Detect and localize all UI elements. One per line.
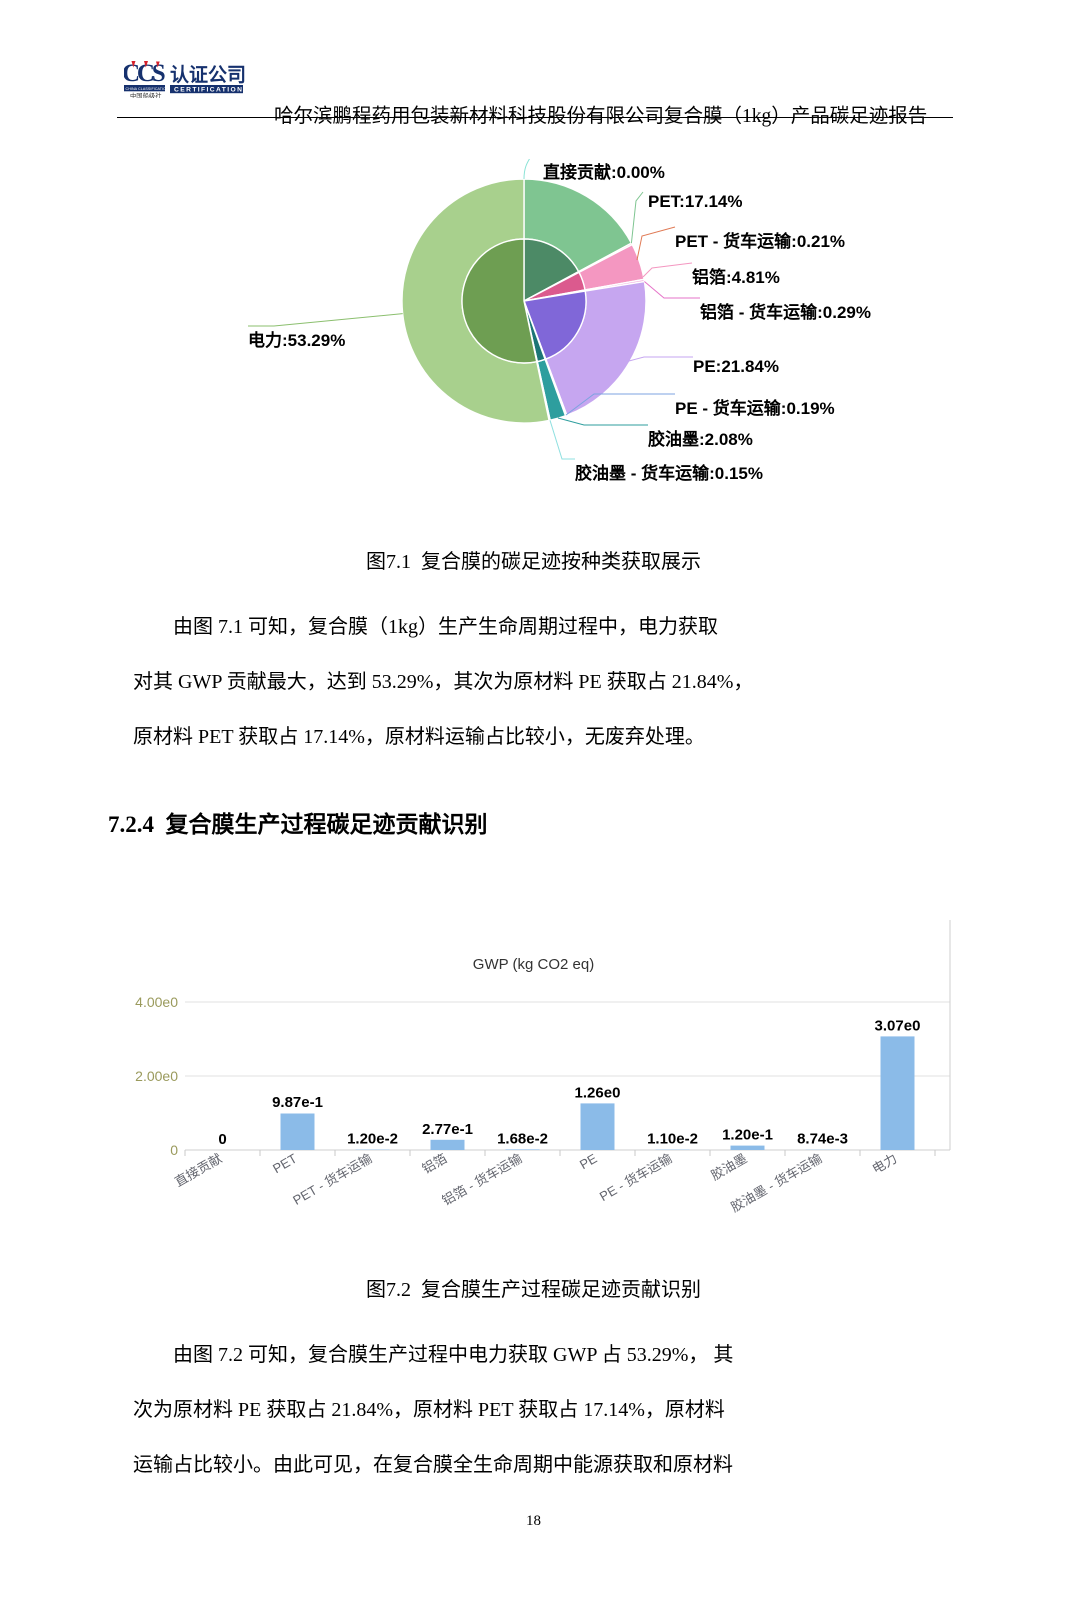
svg-text:认证公司: 认证公司 bbox=[170, 63, 246, 86]
svg-text:铝箔: 铝箔 bbox=[419, 1151, 449, 1177]
svg-text:0: 0 bbox=[170, 1142, 178, 1158]
svg-text:1.68e-2: 1.68e-2 bbox=[497, 1130, 548, 1147]
svg-text:PET: PET bbox=[270, 1151, 299, 1177]
svg-text:9.87e-1: 9.87e-1 bbox=[272, 1094, 323, 1111]
svg-text:0: 0 bbox=[218, 1131, 226, 1148]
svg-text:1.26e0: 1.26e0 bbox=[575, 1084, 621, 1101]
svg-text:2.77e-1: 2.77e-1 bbox=[422, 1121, 473, 1138]
svg-text:直接贡献: 直接贡献 bbox=[172, 1151, 225, 1190]
svg-text:8.74e-3: 8.74e-3 bbox=[797, 1131, 848, 1148]
svg-text:1.10e-2: 1.10e-2 bbox=[647, 1131, 698, 1148]
svg-text:PE: PE bbox=[577, 1150, 600, 1172]
svg-text:中国船级社: 中国船级社 bbox=[130, 91, 162, 98]
svg-text:胶油墨: 胶油墨 bbox=[708, 1151, 749, 1183]
svg-text:电力: 电力 bbox=[869, 1151, 899, 1177]
svg-text:PET - 货车运输: PET - 货车运输 bbox=[290, 1151, 374, 1208]
svg-text:2.00e0: 2.00e0 bbox=[135, 1068, 178, 1084]
svg-text:1.20e-2: 1.20e-2 bbox=[347, 1131, 398, 1148]
svg-text:PE - 货车运输: PE - 货车运输 bbox=[597, 1151, 675, 1204]
svg-text:1.20e-1: 1.20e-1 bbox=[722, 1127, 773, 1144]
svg-text:铝箔 - 货车运输: 铝箔 - 货车运输 bbox=[439, 1151, 524, 1209]
svg-text:3.07e0: 3.07e0 bbox=[875, 1017, 921, 1034]
svg-text:CERTIFICATION: CERTIFICATION bbox=[174, 86, 243, 93]
svg-text:4.00e0: 4.00e0 bbox=[135, 994, 178, 1010]
